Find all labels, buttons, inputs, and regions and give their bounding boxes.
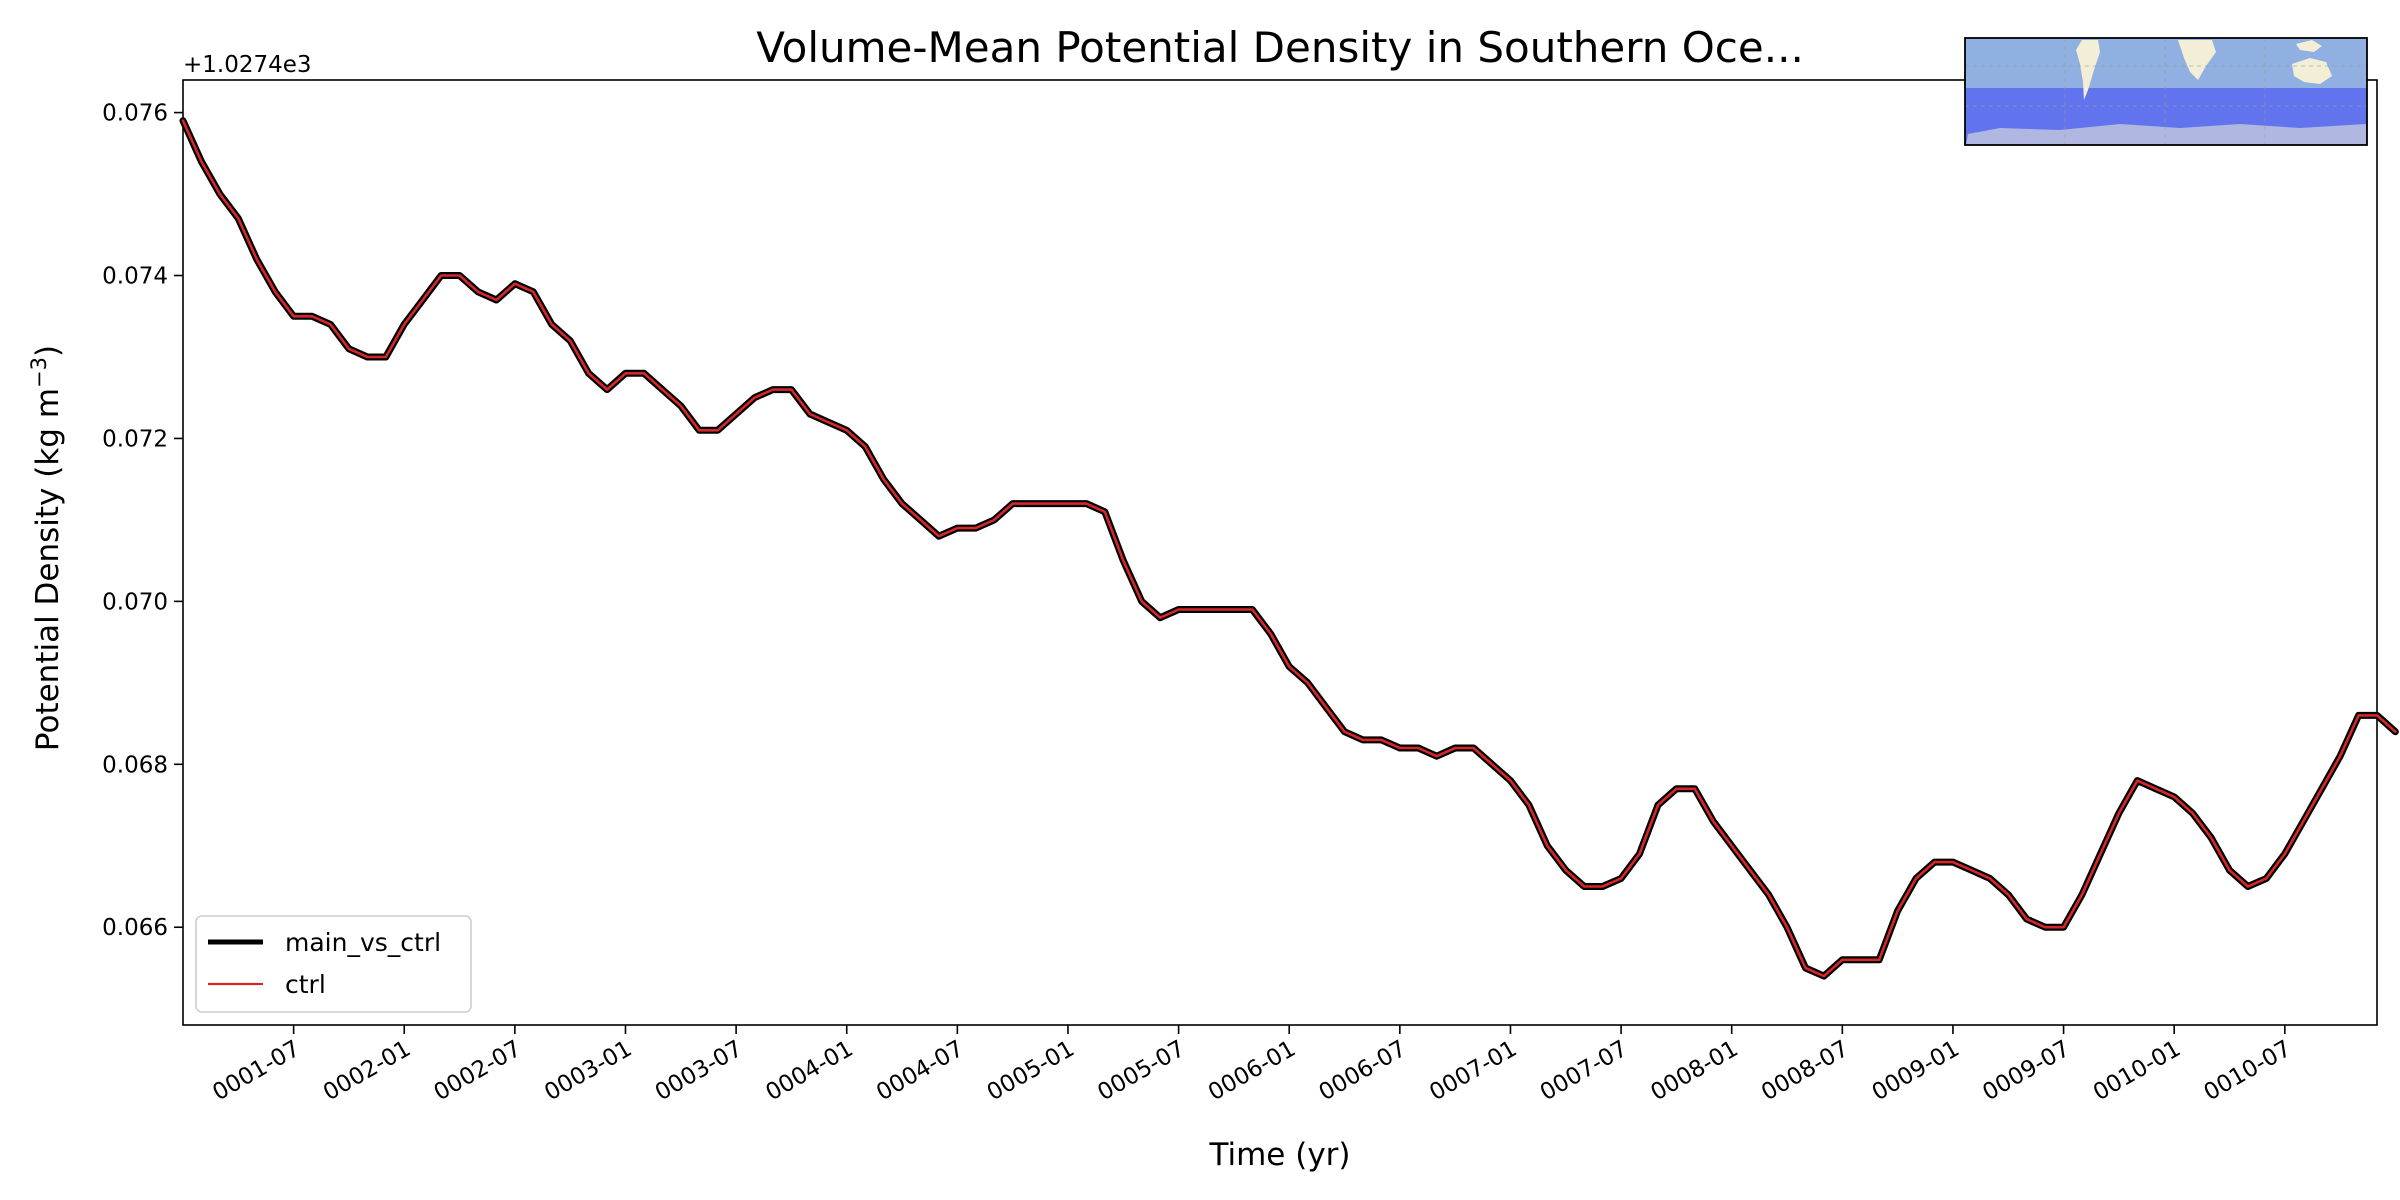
legend: main_vs_ctrl ctrl: [195, 915, 472, 1013]
y-axis-label-close: ): [30, 345, 66, 357]
africa-land-shape: [2178, 40, 2216, 80]
series-layer: [179, 117, 2399, 980]
y-axis-ticks: 0.066 0.068 0.070 0.072 0.074 0.076: [102, 101, 183, 941]
y-offset-text: +1.0274e3: [183, 52, 312, 78]
y-tick-label: 0.070: [102, 589, 168, 615]
y-axis-label-main: Potential Density (kg m: [30, 388, 66, 751]
antarctica-land-shape: [1966, 124, 2366, 145]
chart-title: Volume-Mean Potential Density in Souther…: [756, 23, 1804, 72]
legend-label-ctrl: ctrl: [285, 970, 326, 999]
legend-box: [195, 915, 472, 1013]
inset-map: [1964, 37, 2368, 146]
legend-label-main-vs-ctrl: main_vs_ctrl: [285, 928, 441, 957]
south-america-land-shape: [2076, 40, 2100, 100]
x-axis-label: Time (yr): [1209, 1137, 1351, 1173]
australia-land-shape: [2292, 58, 2332, 84]
asia-islands-land-shape: [2296, 40, 2322, 52]
y-tick-label: 0.066: [102, 915, 168, 941]
y-axis-label-sup: −3: [27, 357, 51, 388]
plot-area-frame: [182, 79, 2378, 1026]
series-line-ctrl: [181, 119, 2397, 978]
y-axis-label: Potential Density (kg m−3): [27, 345, 66, 751]
y-tick-label: 0.068: [102, 752, 168, 778]
y-tick-label: 0.074: [102, 264, 168, 290]
y-tick-label: 0.072: [102, 426, 168, 452]
y-tick-label: 0.076: [102, 101, 168, 127]
inset-map-frame: [1964, 37, 2368, 146]
